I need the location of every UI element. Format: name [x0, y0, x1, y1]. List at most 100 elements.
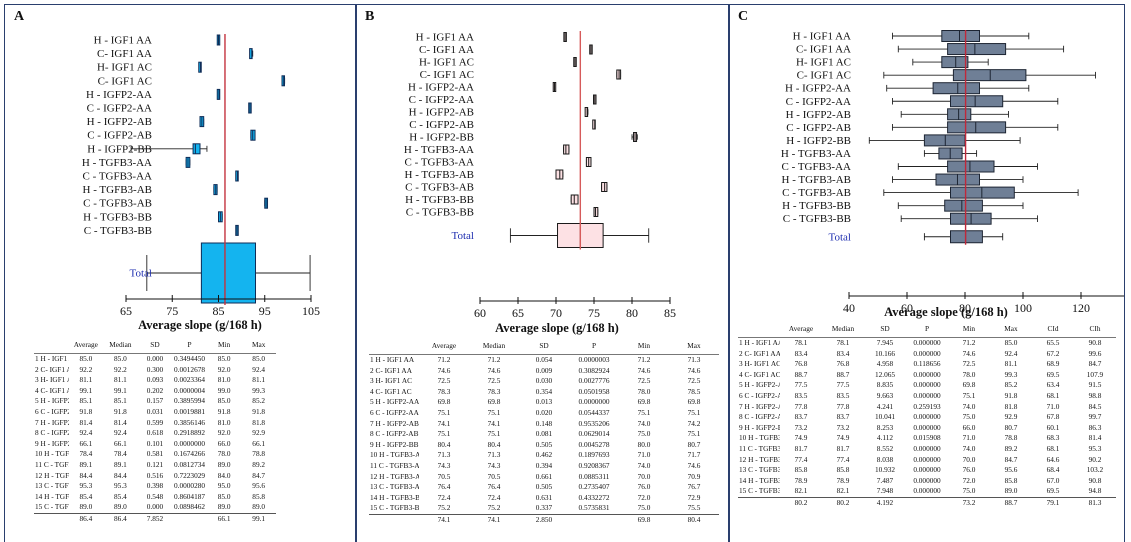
table-row: 4 C- IGF1 AC 78.3 78.3 0.354 0.0501958 78.0 78…	[369, 387, 719, 398]
table-cell: 77.5	[794, 380, 808, 390]
table-cell: 85.0	[114, 354, 127, 363]
table-cell: 81.3	[1074, 496, 1116, 509]
x-tick-label: 60	[474, 306, 486, 320]
table-cell: 0.0000004	[174, 385, 206, 395]
box-13	[570, 194, 579, 205]
table-cell: 85.1	[114, 396, 127, 406]
table-cell: 80.2	[780, 496, 822, 509]
table-cell: 0.505	[535, 439, 553, 449]
table-cell: 71.2	[962, 338, 976, 347]
figure-frame	[4, 4, 1125, 542]
panel-b: B H - IGF1 AA C- IGF1 AA H- IGF1 AC C- IGF1…	[357, 5, 727, 542]
table-cell: 5 H - IGFP2-AA	[35, 396, 69, 406]
column-header: Average	[419, 337, 469, 355]
table-cell: 91.8	[217, 406, 231, 416]
box-14	[593, 207, 599, 217]
table-cell: 74.9	[794, 433, 808, 443]
table-cell: 92.2	[79, 364, 93, 374]
table-cell: 77.4	[836, 454, 850, 464]
x-tick-label: 75	[588, 306, 600, 320]
table-cell: 0.000000	[913, 380, 941, 390]
table-cell: 0.000000	[913, 412, 941, 422]
table-cell: 78.0	[962, 369, 976, 379]
boxplot-chart-b: H - IGF1 AAC- IGF1 AAH- IGF1 ACC- IGF1 A…	[404, 31, 676, 320]
table-cell: 12 H - TGFB3-AB	[35, 470, 69, 480]
table-cell: 81.0	[217, 375, 231, 385]
box-iqr	[947, 43, 1007, 56]
table-cell: 99.1	[114, 385, 127, 395]
table-cell: 0.599	[146, 417, 164, 427]
table-row: 10 H - TGFB3-AA 74.9 74.9 4.112 0.015908 71.0…	[738, 433, 1116, 444]
table-cell: 0.081	[535, 429, 553, 439]
x-tick-label: 85	[213, 304, 225, 318]
table-cell: 107.9	[1086, 369, 1104, 379]
category-label: Total	[130, 268, 152, 280]
table-cell: 8.835	[876, 380, 894, 390]
table-cell: 95.6	[1004, 465, 1018, 475]
table-cell: 74.0	[962, 443, 976, 453]
table-cell: 75.1	[962, 390, 976, 400]
box-iqr	[947, 121, 1007, 134]
table-cell: 88.7	[990, 496, 1032, 509]
table-cell: 89.2	[252, 459, 266, 469]
table-row: 12 H - TGFB3-AB 70.5 70.5 0.661 0.0885311 70.…	[369, 472, 719, 483]
table-cell: 76.4	[437, 482, 451, 492]
table-cell: 81.1	[79, 375, 93, 385]
box-6	[199, 116, 205, 128]
table-cell: 64.6	[1046, 454, 1060, 464]
box-iqr	[950, 230, 983, 244]
table-cell: 77.5	[836, 380, 850, 390]
panel-label: A	[14, 9, 25, 24]
category-label: H- IGF1 AC	[796, 57, 851, 69]
table-cell: 65.5	[1046, 338, 1060, 347]
box-iqr	[947, 160, 995, 173]
table-cell: 83.7	[794, 412, 808, 422]
table-row: 5 H - IGFP2-AA 69.8 69.8 0.013 0.0000000 69.8…	[369, 397, 719, 408]
category-label: C - TGFB3-AB	[83, 198, 152, 210]
table-row: 15 C - TGFB3-BB 82.1 82.1 7.948 0.000000 75.0…	[738, 486, 1116, 497]
table-cell: 74.6	[437, 365, 451, 375]
category-label: H - IGF1 AA	[416, 32, 474, 44]
table-cell: 8.253	[876, 422, 894, 432]
column-header: Max	[669, 337, 719, 355]
table-cell: 81.1	[1004, 359, 1018, 369]
box-3	[883, 69, 1096, 82]
column-header: SD	[864, 320, 906, 338]
table-cell: 99.1	[241, 512, 276, 525]
table-cell: 14 H - TGFB3-BB	[370, 492, 419, 502]
table-row: 7 H - IGFP2-AB 81.4 81.4 0.599 0.3856146 81.0…	[34, 418, 276, 429]
table-cell: 75.1	[637, 407, 651, 417]
table-cell: 80.7	[1004, 422, 1018, 432]
box-11	[892, 173, 1024, 186]
table-cell: 92.4	[252, 364, 266, 374]
table-row: 5 H - IGFP2-AA 77.5 77.5 8.835 0.000000 69.8 8…	[738, 380, 1116, 391]
table-cell: 66.1	[79, 438, 93, 448]
table-cell: 73.2	[836, 422, 850, 432]
column-header	[738, 320, 780, 338]
x-axis: 60 65 70 75 80 85	[474, 297, 676, 320]
table-cell: 0.000000	[913, 422, 941, 432]
table-cell: 11 C - TGFB3-AA	[739, 443, 780, 453]
category-label: H - IGF1 AA	[793, 31, 851, 43]
table-cell: 4.958	[876, 359, 894, 369]
category-label: H - IGFP2-BB	[786, 135, 851, 147]
table-cell: 69.8	[487, 397, 501, 407]
table-cell: 74.1	[487, 418, 501, 428]
table-cell: 71.2	[437, 355, 451, 364]
table-cell: 99.0	[217, 385, 231, 395]
table-cell: 76.0	[637, 482, 651, 492]
box-12	[883, 186, 1079, 199]
table-cell: 3 H- IGF1 AC	[370, 376, 412, 386]
table-cell: 77.8	[794, 401, 808, 411]
box-4	[216, 88, 221, 100]
column-header: SD	[519, 337, 569, 355]
column-header: Median	[822, 320, 864, 338]
table-cell: 91.8	[1004, 390, 1018, 400]
table-cell: 74.9	[836, 433, 850, 443]
table-cell: 0.2918892	[174, 428, 206, 438]
table-cell: 6 C - IGFP2-AA	[739, 390, 780, 400]
table-cell: 72.5	[487, 376, 501, 386]
box-2	[573, 57, 577, 67]
table-cell: 84.4	[79, 470, 93, 480]
